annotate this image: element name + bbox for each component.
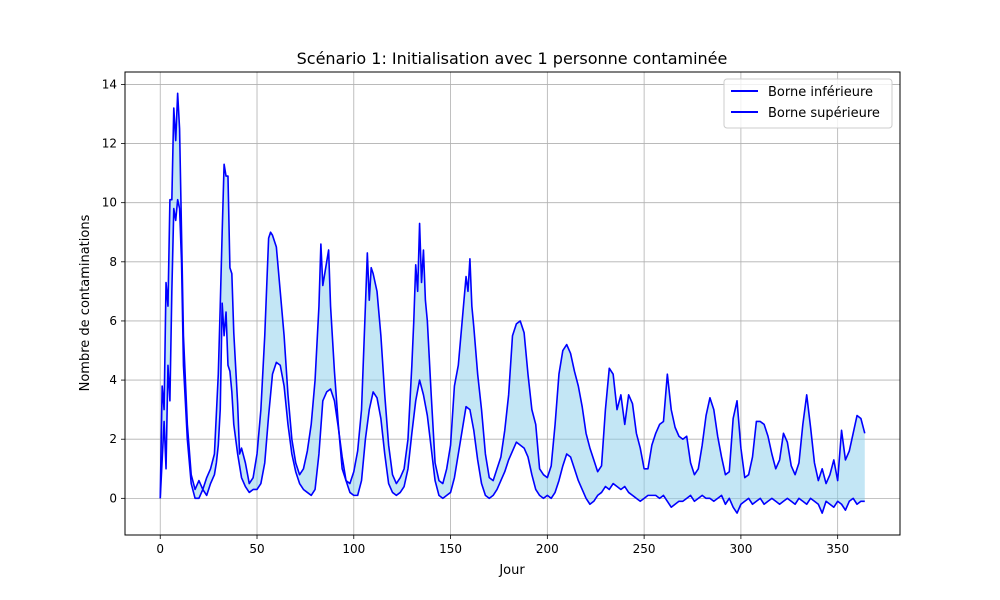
y-tick-label: 6 <box>109 314 117 328</box>
x-tick-label: 200 <box>536 542 559 556</box>
plot-frame <box>124 71 901 536</box>
y-axis-label: Nombre de contaminations <box>78 214 93 391</box>
y-tick-label: 8 <box>109 255 117 269</box>
legend-label-lower: Borne inférieure <box>768 85 873 100</box>
y-tick-label: 4 <box>109 373 117 387</box>
x-tick-label: 300 <box>729 542 752 556</box>
y-tick-label: 12 <box>102 137 117 151</box>
legend-label-upper: Borne supérieure <box>768 106 880 121</box>
series-line-lower <box>159 198 865 514</box>
legend: Borne inférieure Borne supérieure <box>723 78 893 129</box>
legend-box <box>723 78 893 129</box>
series-line-upper <box>159 92 866 499</box>
y-tick-label: 0 <box>109 491 117 505</box>
series-lines <box>159 92 866 514</box>
x-axis-label: Jour <box>498 563 525 578</box>
x-tick-label: 50 <box>249 542 264 556</box>
y-tick-label: 10 <box>102 196 117 210</box>
y-tick-label: 14 <box>102 77 117 91</box>
chart-title: Scénario 1: Initialisation avec 1 person… <box>297 49 728 68</box>
x-tick-label: 0 <box>156 542 164 556</box>
x-tick-label: 100 <box>342 542 365 556</box>
axis-ticks: 0 50 100 150 200 250 300 350 0 2 4 6 8 10 12 14 <box>102 77 849 556</box>
x-tick-label: 350 <box>826 542 849 556</box>
y-tick-label: 2 <box>109 432 117 446</box>
x-tick-label: 150 <box>439 542 462 556</box>
x-tick-label: 250 <box>633 542 656 556</box>
